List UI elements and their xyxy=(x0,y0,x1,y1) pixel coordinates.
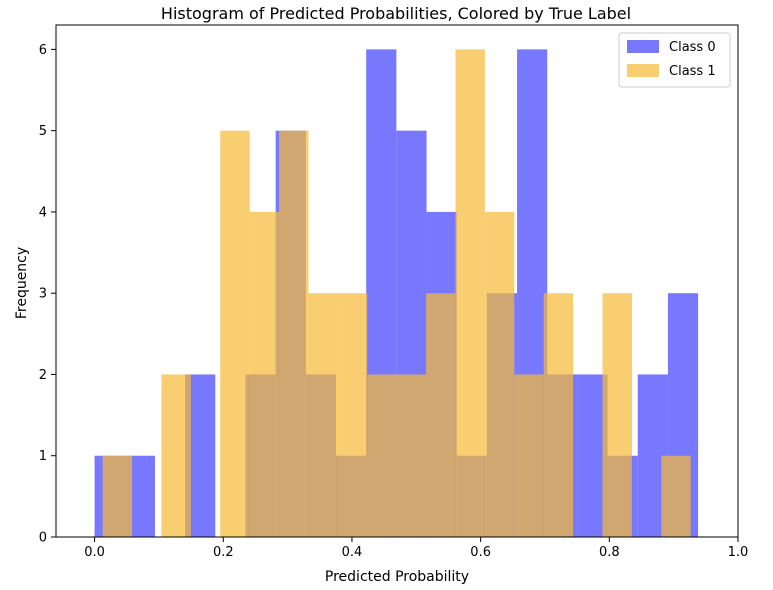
y-tick-label: 6 xyxy=(39,43,47,58)
bar-class-1-bin-0 xyxy=(102,455,133,537)
bar-class-1-bin-13 xyxy=(543,293,574,537)
bars-layer xyxy=(94,49,699,538)
x-tick-label: 0.4 xyxy=(342,545,363,560)
bar-class-1-bin-5 xyxy=(308,293,338,537)
x-tick-label: 1.0 xyxy=(728,545,749,560)
y-tick-label: 3 xyxy=(39,287,47,302)
x-axis-label: Predicted Probability xyxy=(325,569,469,585)
bar-class-1-bin-1 xyxy=(161,374,191,537)
legend-label-class-1: Class 1 xyxy=(669,64,716,79)
x-tick-label: 0.0 xyxy=(84,545,105,560)
plot-area-frame xyxy=(55,24,739,538)
legend-label-class-0: Class 0 xyxy=(669,40,716,55)
y-tick-label: 1 xyxy=(39,449,47,464)
y-tick-label: 5 xyxy=(39,124,47,139)
bar-class-1-bin-8 xyxy=(396,374,427,537)
legend: Class 0 Class 1 xyxy=(618,32,731,88)
bar-class-1-bin-9 xyxy=(426,293,456,537)
axis-ticks: 0.0 0.2 0.4 0.6 0.8 1.0 0 1 2 3 4 5 6 xyxy=(39,43,749,560)
x-tick-label: 0.6 xyxy=(470,545,491,560)
bar-class-1-bin-2 xyxy=(220,130,250,537)
bar-class-1-bin-7 xyxy=(367,374,397,537)
legend-swatch-class-1 xyxy=(627,64,659,77)
bar-class-1-bin-6 xyxy=(337,293,368,537)
bar-class-1-bin-15 xyxy=(661,455,691,537)
y-tick-label: 2 xyxy=(39,368,47,383)
x-tick-label: 0.8 xyxy=(599,545,620,560)
chart-title: Histogram of Predicted Probabilities, Co… xyxy=(161,4,631,23)
bar-class-1-bin-11 xyxy=(484,211,515,538)
bar-class-1-bin-12 xyxy=(514,374,544,537)
y-tick-label: 4 xyxy=(39,205,47,220)
bar-class-1-bin-3 xyxy=(249,211,280,538)
y-tick-label: 0 xyxy=(39,531,47,546)
y-axis-label: Frequency xyxy=(14,247,30,319)
bar-class-1-bin-10 xyxy=(455,49,485,537)
x-tick-label: 0.2 xyxy=(213,545,234,560)
bar-class-1-bin-4 xyxy=(279,130,309,537)
legend-swatch-class-0 xyxy=(627,40,659,53)
bar-class-1-bin-14 xyxy=(602,293,632,537)
